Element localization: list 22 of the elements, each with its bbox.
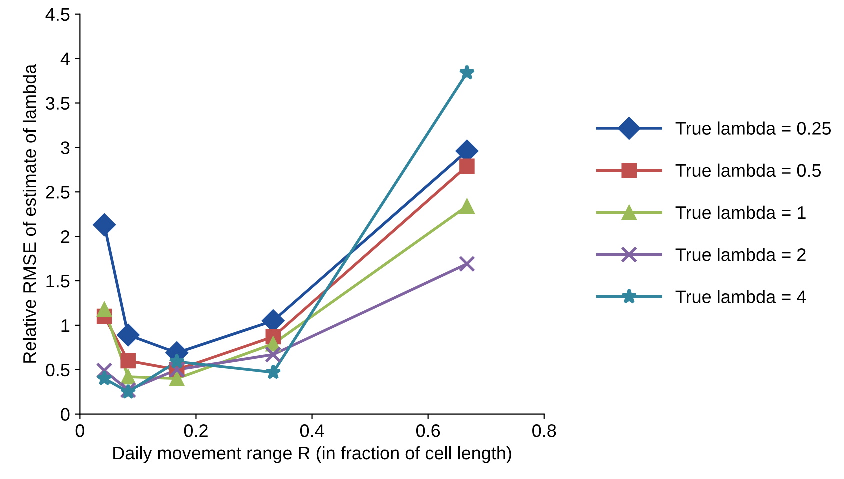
legend-label: True lambda = 2 — [676, 248, 806, 262]
y-tick-label: 3.5 — [46, 97, 70, 110]
y-tick-label: 0 — [61, 408, 70, 422]
y-tick-label: 1.5 — [46, 275, 70, 288]
y-tick-label: 4.5 — [46, 8, 70, 22]
y-tick-label: 0.5 — [46, 364, 70, 377]
y-tick-label: 4 — [60, 52, 70, 66]
legend-label: True lambda = 0.25 — [676, 122, 832, 135]
legend-label: True lambda = 1 — [676, 206, 806, 220]
x-tick-label: 0.4 — [300, 424, 324, 438]
legend-label: True lambda = 4 — [676, 290, 806, 304]
y-axis-title: Relative RMSE of estimate of lambda — [22, 64, 36, 363]
y-tick-label: 2 — [61, 230, 70, 244]
y-tick-label: 2.5 — [46, 186, 70, 199]
legend-label: True lambda = 0.5 — [676, 164, 822, 178]
x-tick-label: 0 — [76, 424, 84, 438]
x-tick-label: 0.8 — [532, 424, 556, 438]
y-tick-label: 3 — [61, 142, 70, 154]
x-axis-title: Daily movement range R (in fraction of cell length) — [114, 446, 512, 464]
y-tick-label: 1 — [62, 320, 70, 332]
x-tick-label: 0.2 — [184, 424, 208, 438]
x-tick-label: 0.6 — [416, 424, 440, 438]
